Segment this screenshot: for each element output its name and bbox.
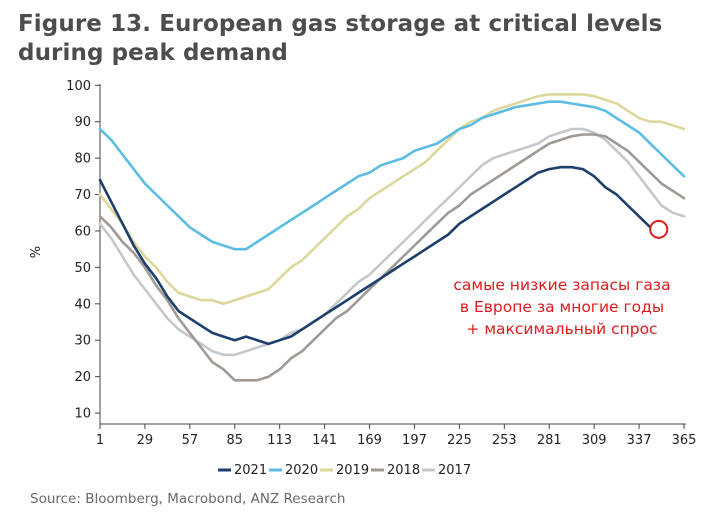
source-note: Source: Bloomberg, Macrobond, ANZ Resear… bbox=[30, 491, 346, 507]
legend-label-2017: 2017 bbox=[438, 463, 471, 478]
x-tick-label: 57 bbox=[182, 433, 199, 448]
chart-title: Figure 13. European gas storage at criti… bbox=[18, 11, 663, 66]
legend-label-2019: 2019 bbox=[336, 463, 369, 478]
y-tick-label: 70 bbox=[74, 188, 91, 203]
annotation-circle bbox=[649, 219, 669, 239]
legend-label-2020: 2020 bbox=[285, 463, 318, 478]
series-line-2019 bbox=[98, 93, 686, 306]
y-tick-label: 30 bbox=[74, 334, 91, 349]
x-tick-label: 1 bbox=[96, 433, 104, 448]
y-tick-label: 90 bbox=[74, 115, 91, 130]
x-tick-label: 113 bbox=[267, 433, 292, 448]
annotation-line: в Европе за многие годы bbox=[460, 298, 664, 316]
x-tick-label: 29 bbox=[137, 433, 154, 448]
legend-label-2018: 2018 bbox=[387, 463, 420, 478]
x-tick-label: 309 bbox=[582, 433, 607, 448]
y-tick-label: 60 bbox=[74, 224, 91, 239]
x-tick-label: 197 bbox=[402, 433, 427, 448]
x-tick-label: 281 bbox=[537, 433, 562, 448]
x-tick-label: 225 bbox=[447, 433, 472, 448]
y-axis-label: % bbox=[29, 246, 44, 258]
legend-label-2021: 2021 bbox=[234, 463, 267, 478]
series-line-2020 bbox=[98, 100, 686, 251]
x-tick-label: 169 bbox=[357, 433, 382, 448]
annotation-line: самые низкие запасы газа bbox=[453, 276, 670, 294]
annotation-line: + максимальный спрос bbox=[466, 320, 657, 338]
x-tick-label: 337 bbox=[627, 433, 652, 448]
y-tick-label: 10 bbox=[74, 407, 91, 422]
series-line-2018 bbox=[98, 133, 686, 382]
x-tick-label: 253 bbox=[492, 433, 517, 448]
x-tick-label: 365 bbox=[672, 433, 697, 448]
x-tick-label: 85 bbox=[226, 433, 243, 448]
series-line-2021 bbox=[98, 165, 652, 346]
y-tick-label: 50 bbox=[74, 261, 91, 276]
y-tick-label: 40 bbox=[74, 297, 91, 312]
y-tick-label: 80 bbox=[74, 152, 91, 167]
y-tick-label: 20 bbox=[74, 370, 91, 385]
y-tick-label: 100 bbox=[66, 79, 91, 94]
x-tick-label: 141 bbox=[312, 433, 337, 448]
